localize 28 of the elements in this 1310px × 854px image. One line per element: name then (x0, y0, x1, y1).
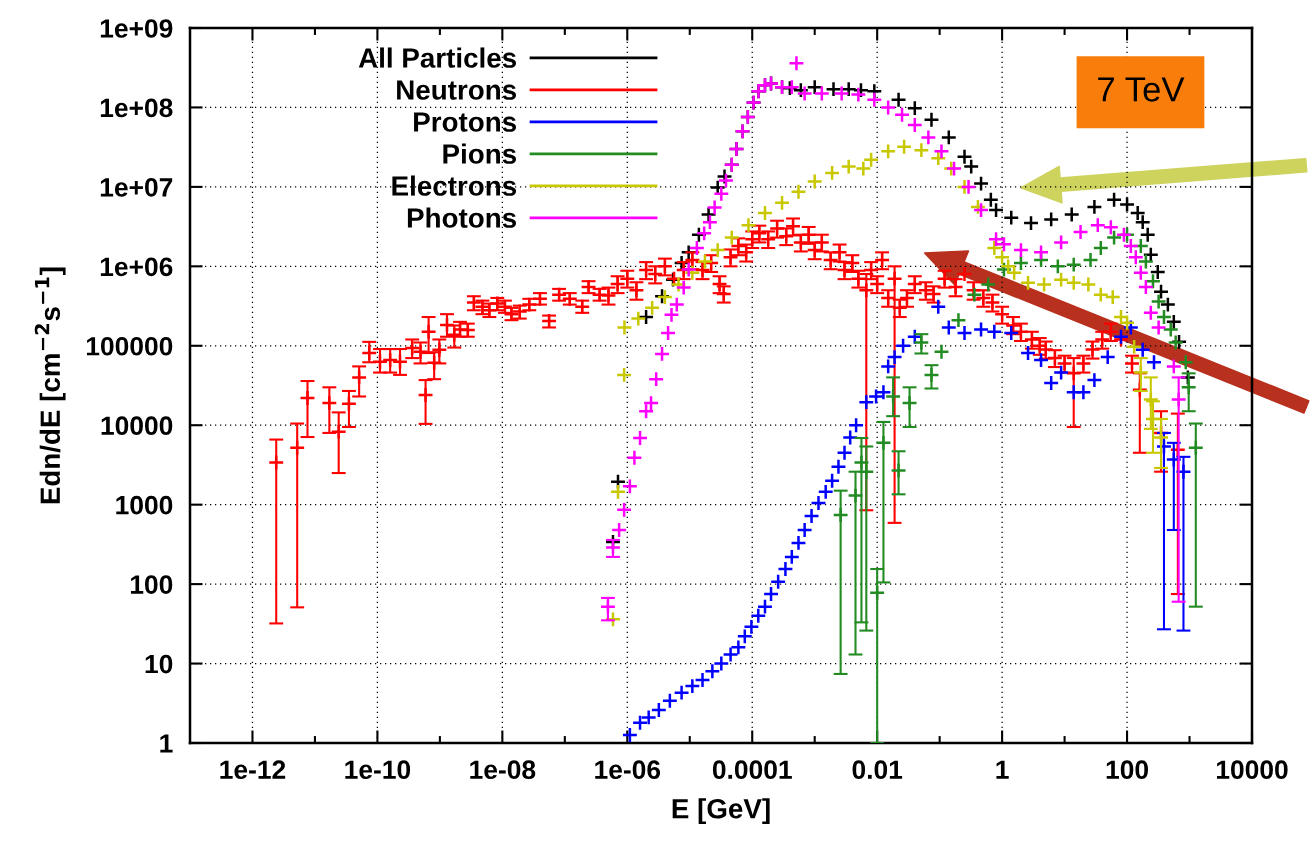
legend-label: Pions (443, 143, 517, 164)
x-tick-label: 1e-06 (595, 760, 661, 780)
y-axis-title: Edn/dE [cm$^{−2}$s$^{−1}$] (34, 267, 66, 504)
x-tick-label: 1e-10 (345, 760, 411, 780)
y-tick-label: 1e+09 (100, 19, 173, 38)
y-tick-label: 1e+08 (100, 98, 173, 118)
y-tick-label: 100 (130, 575, 173, 594)
x-tick-label: 0.0001 (712, 760, 792, 780)
x-axis-title: E [GeV] (672, 798, 770, 825)
x-tick-label: 1e-12 (220, 760, 286, 780)
x-tick-label: 0.01 (852, 760, 903, 780)
legend-label: Neutrons (397, 80, 517, 100)
x-tick-label: 10000 (1216, 760, 1288, 780)
y-tick-label: 1e+06 (100, 257, 173, 277)
x-tick-label: 100 (1106, 760, 1148, 780)
y-tick-label: 10000 (101, 416, 173, 436)
y-tick-label: 1 (160, 734, 173, 753)
legend-label: Photons (407, 207, 517, 228)
x-tick-label: 1e-08 (470, 760, 536, 780)
legend-label: Electrons (392, 175, 517, 196)
legend-label: All Particles (358, 47, 517, 68)
y-tick-label: 10 (145, 654, 173, 674)
y-tick-label: 1e+07 (100, 178, 173, 197)
y-tick-label: 100000 (86, 336, 173, 356)
x-tick-label: 1 (996, 760, 1009, 779)
legend-label: Protons (414, 112, 517, 132)
annotation: 7 TeV (1098, 77, 1185, 102)
y-tick-label: 1000 (116, 495, 173, 515)
